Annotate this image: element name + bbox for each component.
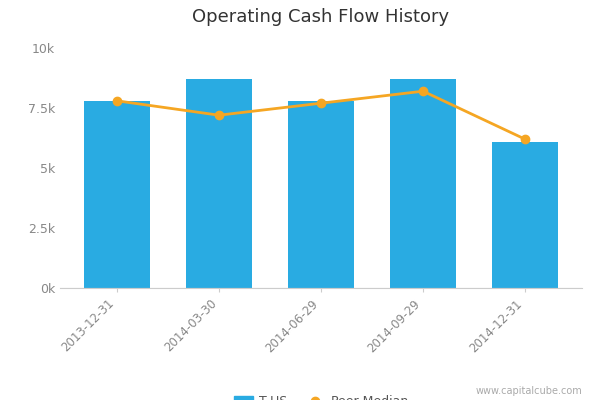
- Bar: [186, 79, 252, 288]
- Legend: T-US, Peer Median: T-US, Peer Median: [229, 390, 413, 400]
- Bar: [84, 101, 150, 288]
- Bar: [390, 79, 456, 288]
- Text: www.capitalcube.com: www.capitalcube.com: [475, 386, 582, 396]
- Title: Operating Cash Flow History: Operating Cash Flow History: [193, 8, 449, 26]
- Bar: [492, 142, 558, 288]
- Bar: [288, 101, 354, 288]
